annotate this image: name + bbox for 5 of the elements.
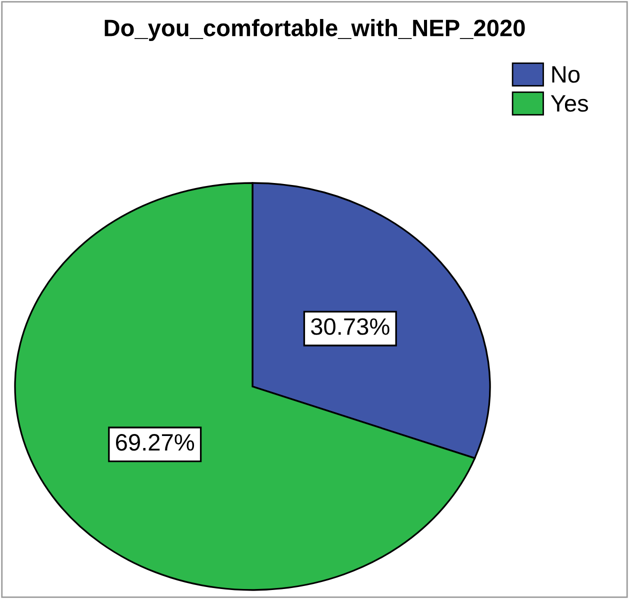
legend-label: Yes xyxy=(550,95,588,112)
data-label: 30.73% xyxy=(311,318,390,335)
legend-label: No xyxy=(552,66,580,83)
chart-title: Do_you_comfortable_with_NEP_2020 xyxy=(104,18,525,42)
data-label: 69.27% xyxy=(116,434,194,451)
